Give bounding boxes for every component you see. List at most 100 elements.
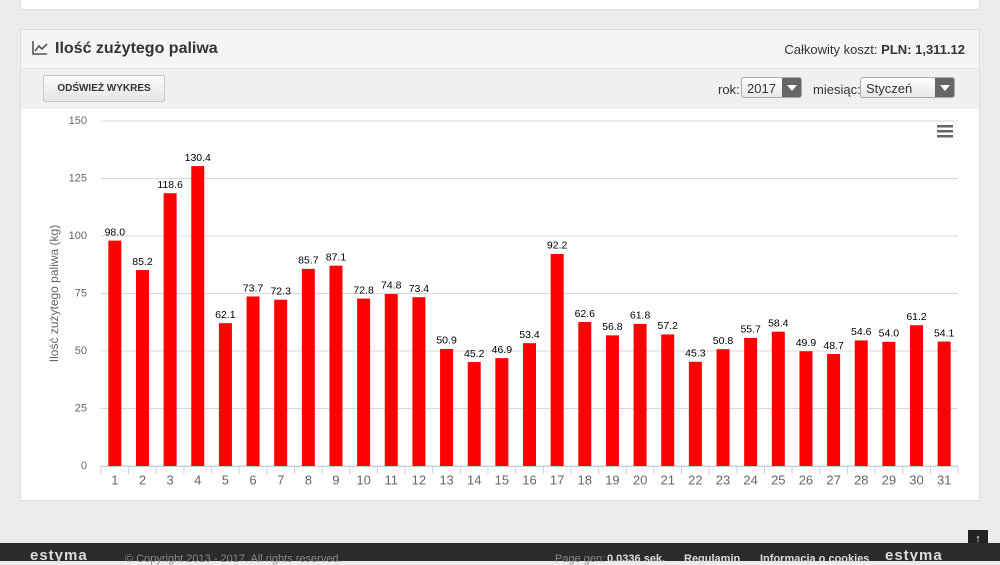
- footer: estyma © Copyright 2013 - 2017. All righ…: [0, 543, 1000, 565]
- panel: Ilość zużytego paliwa Całkowity koszt: P…: [20, 29, 980, 501]
- cost-label: Całkowity koszt:: [784, 42, 878, 57]
- data-label: 72.3: [270, 285, 291, 297]
- bar: [523, 343, 536, 466]
- x-tick-label: 24: [743, 472, 757, 487]
- x-tick-label: 30: [909, 472, 923, 487]
- bar: [218, 323, 232, 466]
- data-label: 98.0: [105, 226, 126, 238]
- bar: [744, 337, 758, 466]
- x-tick-label: 14: [467, 472, 481, 487]
- x-tick-label: 3: [166, 472, 173, 487]
- data-label: 61.2: [906, 311, 927, 323]
- data-label: 92.2: [547, 240, 568, 252]
- bar: [412, 297, 426, 466]
- bar: [357, 298, 371, 466]
- year-select[interactable]: 2017: [741, 77, 802, 98]
- bar: [661, 334, 675, 466]
- x-tick-label: 8: [305, 472, 312, 487]
- data-label: 56.8: [602, 321, 623, 333]
- data-label: 46.9: [492, 344, 513, 356]
- x-tick-label: 6: [249, 472, 256, 487]
- year-value: 2017: [747, 81, 776, 96]
- bar: [910, 325, 924, 466]
- x-tick-label: 29: [882, 472, 896, 487]
- data-label: 58.4: [768, 317, 789, 329]
- bar: [191, 166, 205, 466]
- x-tick-label: 31: [937, 472, 951, 487]
- x-tick-label: 16: [522, 472, 536, 487]
- total-cost: Całkowity koszt: PLN: 1,311.12: [784, 42, 965, 57]
- y-tick-label: 150: [69, 115, 87, 127]
- cost-value: PLN: 1,311.12: [881, 42, 965, 57]
- bar: [329, 265, 343, 466]
- footer-logo: estyma: [885, 547, 943, 564]
- data-label: 61.8: [630, 310, 651, 322]
- y-tick-label: 100: [69, 230, 87, 242]
- x-tick-label: 12: [412, 472, 426, 487]
- x-tick-label: 9: [332, 472, 339, 487]
- data-label: 55.7: [740, 324, 761, 336]
- data-label: 49.9: [796, 337, 817, 349]
- month-label: miesiąc:: [813, 82, 861, 97]
- data-label: 54.1: [934, 327, 955, 339]
- x-tick-label: 17: [550, 472, 564, 487]
- y-tick-label: 0: [81, 460, 87, 472]
- x-tick-label: 28: [854, 472, 868, 487]
- x-tick-label: 25: [771, 472, 785, 487]
- y-tick-label: 75: [75, 287, 87, 299]
- bar: [108, 240, 122, 466]
- x-tick-label: 13: [439, 472, 453, 487]
- data-label: 50.8: [713, 335, 734, 347]
- bar: [716, 349, 730, 466]
- data-label: 54.6: [851, 326, 872, 338]
- data-label: 62.6: [575, 308, 596, 320]
- data-label: 85.7: [298, 255, 319, 267]
- bar: [467, 362, 481, 466]
- copyright: © Copyright 2013 - 2017. All rights rese…: [125, 553, 342, 565]
- x-tick-label: 15: [495, 472, 509, 487]
- footer-link[interactable]: Informacja o cookies: [760, 553, 870, 565]
- data-label: 74.8: [381, 280, 402, 292]
- chart-menu[interactable]: [937, 125, 953, 138]
- bar: [274, 299, 288, 466]
- bar: [301, 268, 315, 466]
- data-label: 45.3: [685, 348, 706, 360]
- bar: [550, 253, 564, 466]
- data-label: 130.4: [185, 152, 211, 164]
- dropdown-arrow: [935, 78, 954, 97]
- bar: [827, 353, 841, 466]
- x-tick-label: 11: [385, 472, 399, 487]
- footer-link[interactable]: Regulamin: [684, 553, 741, 565]
- bar: [163, 193, 177, 466]
- bar: [799, 351, 813, 466]
- month-value: Styczeń: [866, 81, 913, 96]
- x-tick-label: 19: [605, 472, 619, 487]
- page-gen-value: 0.0336 sek.: [607, 553, 666, 565]
- footer-logo: estyma: [30, 547, 88, 564]
- dropdown-arrow: [782, 78, 801, 97]
- data-label: 62.1: [215, 309, 236, 321]
- bar: [937, 341, 951, 466]
- data-label: 54.0: [879, 328, 900, 340]
- chart: Ilość zużytego paliwa (kg)02550751001251…: [47, 115, 959, 487]
- data-label: 85.2: [132, 256, 153, 268]
- x-tick-label: 4: [194, 472, 201, 487]
- bar: [771, 331, 785, 466]
- data-label: 53.4: [519, 329, 540, 341]
- y-axis-title: Ilość zużytego paliwa (kg): [47, 225, 61, 362]
- x-tick-label: 7: [277, 472, 284, 487]
- toolbar: ODŚWIEŻ WYKRES rok: 2017 miesiąc: Stycze…: [21, 69, 979, 109]
- y-tick-label: 25: [75, 402, 87, 414]
- month-select[interactable]: Styczeń: [860, 77, 955, 98]
- refresh-button[interactable]: ODŚWIEŻ WYKRES: [43, 75, 165, 102]
- bar: [578, 322, 592, 466]
- bar: [605, 335, 619, 466]
- x-tick-label: 1: [111, 472, 118, 487]
- bar: [882, 341, 896, 466]
- top-card: [20, 0, 980, 10]
- y-tick-label: 125: [69, 172, 87, 184]
- data-label: 45.2: [464, 348, 485, 360]
- bar: [384, 293, 398, 466]
